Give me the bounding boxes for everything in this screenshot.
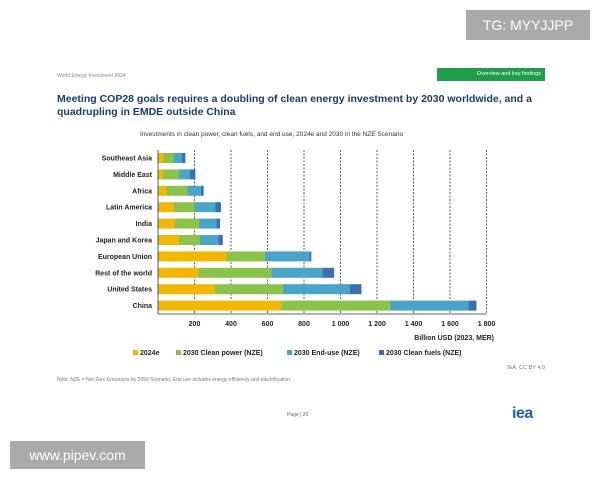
bar-segment [309,251,312,262]
x-tick-label: 400 [225,321,237,328]
bar-segment [158,267,199,278]
bar-segment [226,251,265,262]
category-label: Africa [132,188,152,195]
bar-segment [158,153,164,163]
bar-segment [283,284,350,295]
x-tick-label: 1 000 [332,321,350,328]
x-tick-label: 800 [298,321,310,328]
page-title: Meeting COP28 goals requires a doubling … [57,93,532,118]
legend-label: 2024e [140,350,160,357]
bar-segment [158,251,227,262]
category-label: Rest of the world [95,270,152,277]
report-name: World Energy Investment 2024 [57,73,126,79]
bar-segment [158,169,163,180]
website-watermark: www.pipev.com [10,441,145,469]
bar-segment [200,185,204,196]
bar-segment [199,235,219,245]
chart-title: Investments in clean power, clean fuels,… [140,131,404,138]
category-label: China [133,303,153,310]
bar-segment [349,284,362,295]
legend-label: 2030 Clean fuels (NZE) [386,350,461,357]
legend-swatch [176,350,181,355]
page-number: Page | 20 [287,412,309,418]
legend-label: 2030 Clean power (NZE) [183,350,263,357]
telegram-watermark: TG: MYYJJPP [466,10,590,40]
bar-segment [178,235,200,245]
bar-segment [214,284,284,295]
bar-segment [158,300,282,311]
x-tick-label: 600 [262,321,274,328]
x-tick-label: 1 800 [478,321,496,328]
bar-segment [162,169,179,180]
bar-segment [281,300,390,311]
category-label: Japan and Korea [96,238,153,245]
bar-segment [216,218,221,229]
bar-segment [199,218,217,229]
bar-segment [194,202,216,213]
category-label: Middle East [113,172,153,179]
x-tick-label: 1 400 [405,321,423,328]
bar-segment [264,251,310,262]
bar-segment [198,267,272,278]
legend-label: 2030 End-use (NZE) [294,350,360,357]
bar-segment [163,153,174,163]
bar-segment [166,185,188,196]
category-label: European Union [98,254,152,261]
bar-segment [158,235,179,245]
bar-segment [178,169,190,180]
bar-segment [173,153,182,163]
credit-text: IEA. CC BY 4.0 [507,365,545,371]
bar-segment [322,267,335,278]
category-label: India [136,221,152,228]
x-tick-label: 1 600 [441,321,459,328]
bar-segment [215,202,221,213]
bar-segment [173,202,195,213]
bar-segment [189,169,196,180]
bar-segment [187,185,201,196]
section-tab[interactable]: Overview and key findings [437,68,545,81]
bar-segment [158,284,215,295]
bar-segment [389,300,469,311]
iea-logo: iea [512,405,533,422]
bar-segment [271,267,323,278]
legend-swatch [133,350,138,355]
footnote: Note: NZE = Net Zero Emissions by 2050 S… [57,377,292,383]
bar-segment [174,218,200,229]
bar-segment [158,218,175,229]
category-label: United States [107,287,152,294]
bar-segment [158,185,167,196]
x-axis-label: Billion USD (2023, MER) [414,335,494,342]
bar-segment [158,202,174,213]
category-label: Latin America [106,205,152,212]
x-tick-label: 200 [189,321,201,328]
x-tick-label: 1 200 [368,321,386,328]
bar-segment [218,235,223,245]
legend-swatch [379,350,384,355]
category-label: Southeast Asia [102,156,152,163]
bar-segment [181,153,186,163]
bar-segment [468,300,477,311]
legend-swatch [287,350,292,355]
